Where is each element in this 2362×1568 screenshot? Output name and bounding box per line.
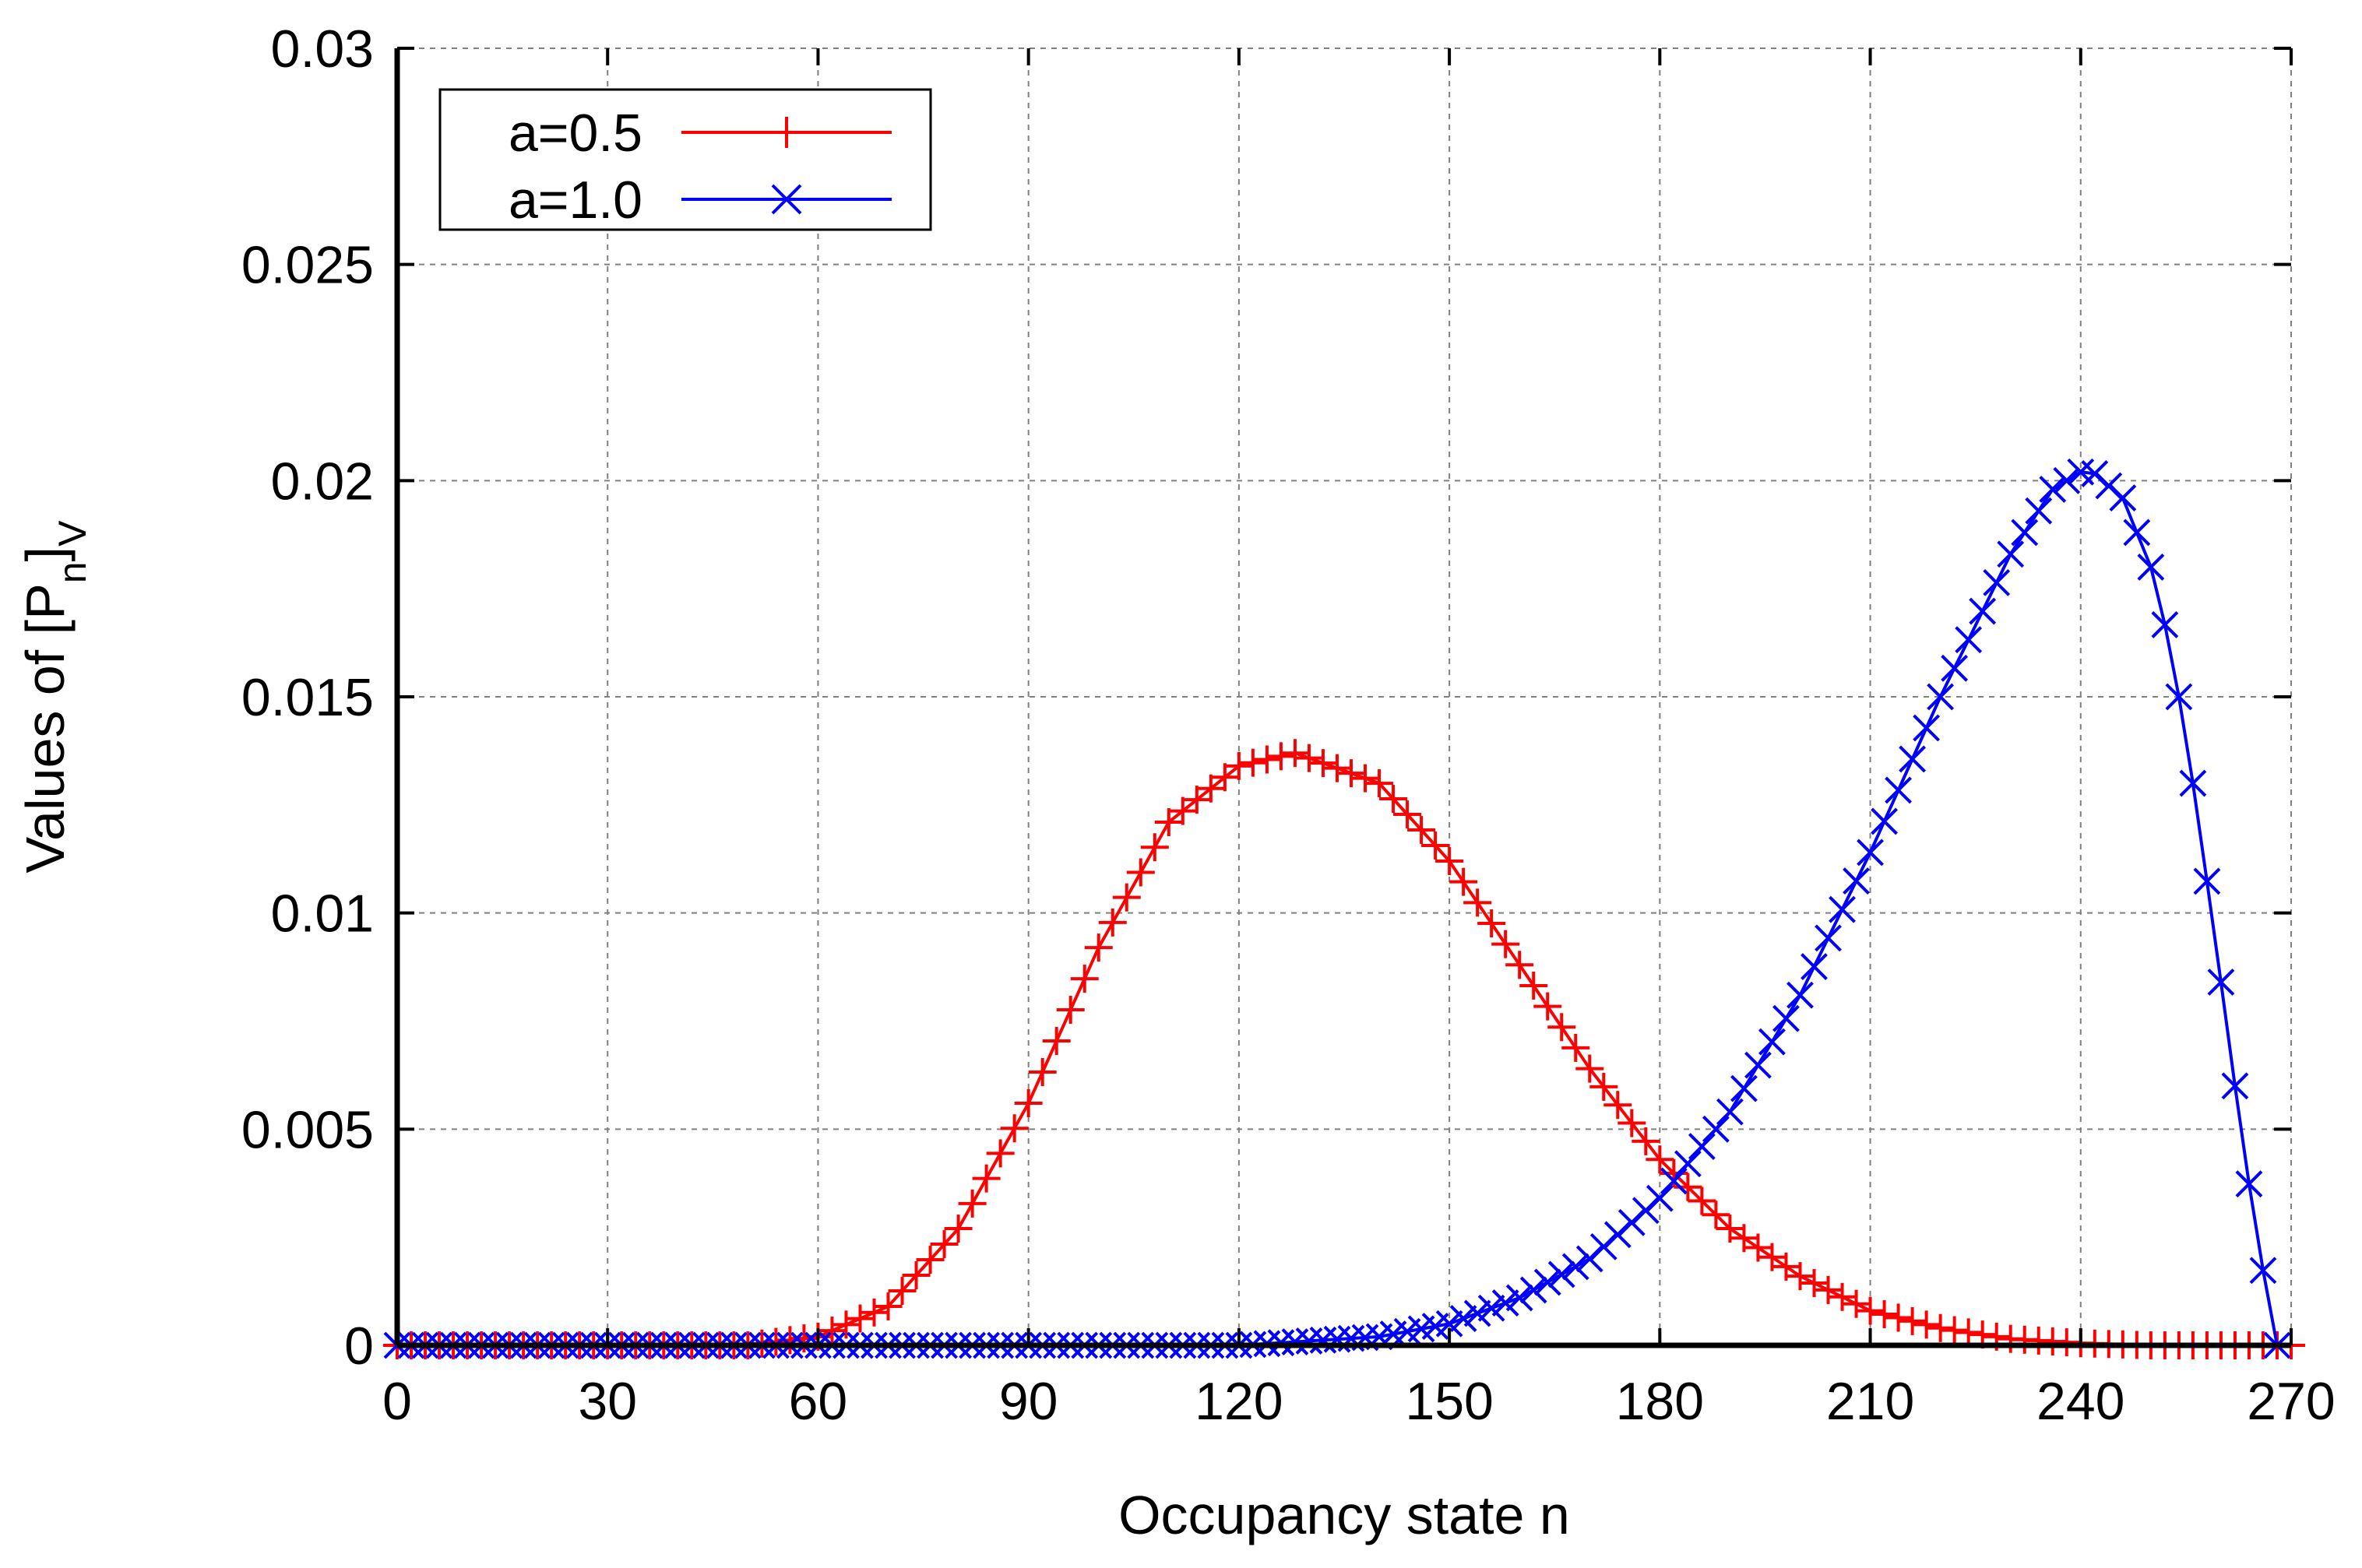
y-axis-label: Values of [Pn]V — [15, 520, 94, 874]
y-tick-label: 0.015 — [241, 668, 374, 727]
data-point — [1913, 714, 1941, 742]
data-point — [2207, 969, 2235, 996]
x-tick-label: 120 — [1195, 1372, 1283, 1431]
data-point — [1758, 1028, 1786, 1056]
data-point — [1955, 626, 1983, 654]
data-point — [1829, 895, 1856, 923]
data-point — [1533, 1268, 1561, 1296]
data-point — [2165, 683, 2193, 711]
data-point — [1927, 683, 1955, 711]
data-point — [2095, 472, 2123, 500]
x-tick-label: 90 — [999, 1372, 1058, 1431]
x-axis-label: Occupancy state n — [1118, 1485, 1570, 1545]
data-point — [1815, 924, 1842, 952]
data-point — [1716, 1098, 1744, 1126]
y-axis-label-sub2: V — [51, 520, 94, 547]
data-point — [1871, 807, 1898, 835]
data-point — [1899, 745, 1927, 773]
data-point — [2151, 611, 2179, 638]
data-point — [1885, 776, 1912, 804]
data-point — [2137, 553, 2165, 581]
data-point — [1519, 1276, 1547, 1304]
y-axis-label-mid: ] — [15, 547, 76, 561]
data-point — [1435, 1310, 1463, 1338]
data-point — [1969, 597, 1997, 625]
data-point — [1449, 1305, 1477, 1332]
x-tick-label: 270 — [2247, 1372, 2335, 1431]
data-point — [2025, 497, 2053, 525]
data-point — [2123, 519, 2151, 547]
data-point — [1491, 1289, 1519, 1317]
data-point — [1801, 953, 1828, 980]
x-tick-label: 60 — [789, 1372, 848, 1431]
data-point — [2249, 1257, 2277, 1285]
data-point — [2193, 867, 2221, 895]
data-point — [2179, 769, 2207, 797]
data-point — [1646, 1184, 1674, 1212]
y-tick-label: 0.01 — [271, 884, 374, 944]
data-point — [2081, 460, 2109, 487]
x-tick-label: 0 — [382, 1372, 412, 1431]
legend-label: a=1.0 — [509, 171, 642, 230]
legend: a=0.5 a=1.0 — [438, 88, 932, 231]
data-point — [1505, 1284, 1533, 1312]
y-tick-label: 0.03 — [271, 19, 374, 79]
data-point — [1463, 1299, 1491, 1327]
data-point — [2053, 466, 2081, 494]
data-point — [2221, 1072, 2249, 1100]
data-point — [1477, 1294, 1505, 1322]
data-point — [1772, 1004, 1800, 1032]
data-point — [1702, 1115, 1730, 1143]
data-point — [1857, 838, 1884, 867]
y-axis-label-prefix: Values of [P — [15, 583, 76, 873]
data-point — [2109, 484, 2137, 512]
data-point — [1688, 1133, 1716, 1160]
legend-marker — [771, 184, 802, 215]
x-tick-label: 180 — [1616, 1372, 1704, 1431]
data-point — [1997, 540, 2025, 568]
data-point — [1744, 1051, 1772, 1079]
y-tick-label: 0 — [344, 1317, 374, 1376]
y-axis-label-sub1: n — [51, 561, 94, 583]
data-point — [2067, 458, 2095, 486]
axes — [394, 47, 2293, 1348]
x-tick-label: 150 — [1405, 1372, 1493, 1431]
x-tick-label: 240 — [2036, 1372, 2124, 1431]
data-point — [2011, 519, 2039, 547]
tick-labels: 0 30 60 90 120 150 180 210 240 270 0 0.005 0.01 0.015… — [241, 19, 2336, 1431]
data-point — [1941, 654, 1969, 682]
data-point — [1674, 1150, 1702, 1178]
legend-box — [438, 88, 932, 231]
y-tick-label: 0.02 — [271, 452, 374, 511]
data-point — [2039, 476, 2067, 503]
data-point — [1983, 568, 2011, 596]
y-tick-label: 0.025 — [241, 236, 374, 295]
data-point — [1561, 1253, 1589, 1281]
data-point — [2235, 1170, 2263, 1198]
x-tick-label: 30 — [578, 1372, 637, 1431]
data-point — [1843, 867, 1870, 895]
data-point — [1547, 1260, 1575, 1289]
y-tick-label: 0.005 — [241, 1100, 374, 1159]
legend-label: a=0.5 — [509, 104, 642, 163]
x-tick-label: 210 — [1826, 1372, 1914, 1431]
data-point — [1786, 981, 1814, 1009]
data-point — [1730, 1074, 1758, 1102]
data-point — [1660, 1167, 1688, 1195]
